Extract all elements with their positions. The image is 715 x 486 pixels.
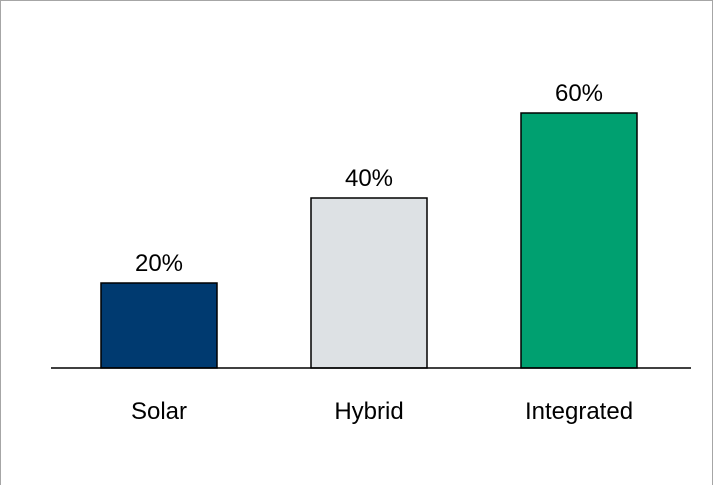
bar-hybrid [310, 197, 428, 369]
bar-integrated [520, 112, 638, 369]
category-label-hybrid: Hybrid [334, 398, 403, 425]
value-label-integrated: 60% [555, 80, 603, 107]
category-label-solar: Solar [131, 398, 187, 425]
category-label-integrated: Integrated [525, 398, 633, 425]
value-label-solar: 20% [135, 250, 183, 277]
category-labels-group: Solar Hybrid Integrated [131, 398, 633, 425]
value-label-hybrid: 40% [345, 165, 393, 192]
bars-group [100, 112, 638, 369]
bar-solar [100, 282, 218, 369]
value-labels-group: 20% 40% 60% [135, 80, 603, 277]
